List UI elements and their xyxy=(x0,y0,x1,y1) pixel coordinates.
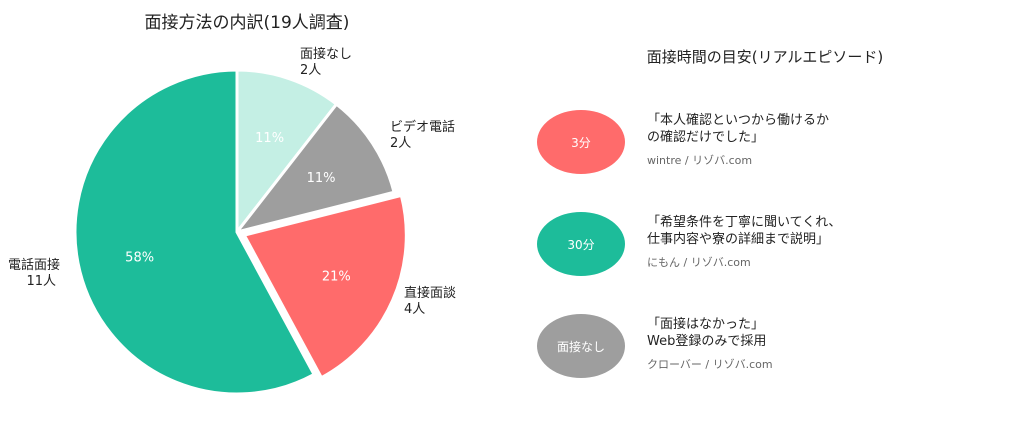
label-no-interview: 面接なし 2人 xyxy=(300,47,352,79)
episodes-title: 面接時間の目安(リアルエピソード) xyxy=(646,48,884,66)
time-bubble: 30分 xyxy=(537,212,625,276)
label-video-call-count: 2人 xyxy=(390,136,412,151)
episode-source: にもん / リゾバ.com xyxy=(647,256,751,269)
episode-item: 30分 「希望条件を丁寧に聞いてくれ、 仕事内容や寮の詳細まで説明」 にもん /… xyxy=(537,212,977,292)
slice-no-interview xyxy=(235,68,339,237)
label-in-person-count: 4人 xyxy=(404,302,426,317)
episode-source: wintre / リゾバ.com xyxy=(647,154,753,167)
slice-video-call-percent: 11% xyxy=(307,171,336,186)
slice-phone-percent: 58% xyxy=(125,251,154,266)
label-phone-name: 電話面接 xyxy=(8,258,61,273)
label-no-interview-count: 2人 xyxy=(300,63,322,78)
episode-source: クローバー / リゾバ.com xyxy=(647,358,773,371)
label-video-call: ビデオ電話 2人 xyxy=(390,120,455,152)
episode-item: 面接なし 「面接はなかった」 Web登録のみで採用 クローバー / リゾバ.co… xyxy=(537,314,977,394)
slice-in-person-percent: 21% xyxy=(322,270,351,285)
pie-chart: 11% 11% 21% 58% xyxy=(73,68,408,396)
chart-title: 面接方法の内訳(19人調査) xyxy=(144,13,350,33)
time-bubble: 3分 xyxy=(537,110,625,174)
label-in-person: 直接面談 4人 xyxy=(404,286,456,318)
label-phone: 電話面接 11人 xyxy=(8,258,60,290)
slice-in-person xyxy=(242,193,408,380)
episode-quote: 「面接はなかった」 Web登録のみで採用 xyxy=(647,317,767,349)
episode-item: 3分 「本人確認といつから働けるか の確認だけでした」 wintre / リゾバ… xyxy=(537,110,977,190)
slice-video-call xyxy=(233,102,396,235)
label-no-interview-name: 面接なし xyxy=(300,47,353,62)
episode-quote: 「希望条件を丁寧に聞いてくれ、 仕事内容や寮の詳細まで説明」 xyxy=(647,215,842,247)
label-in-person-name: 直接面談 xyxy=(404,286,457,301)
episode-quote: 「本人確認といつから働けるか の確認だけでした」 xyxy=(647,113,830,145)
slice-no-interview-percent: 11% xyxy=(255,131,284,146)
label-phone-count: 11人 xyxy=(26,274,57,289)
label-video-call-name: ビデオ電話 xyxy=(390,120,456,135)
time-bubble: 面接なし xyxy=(537,314,625,378)
slice-phone xyxy=(73,68,317,396)
